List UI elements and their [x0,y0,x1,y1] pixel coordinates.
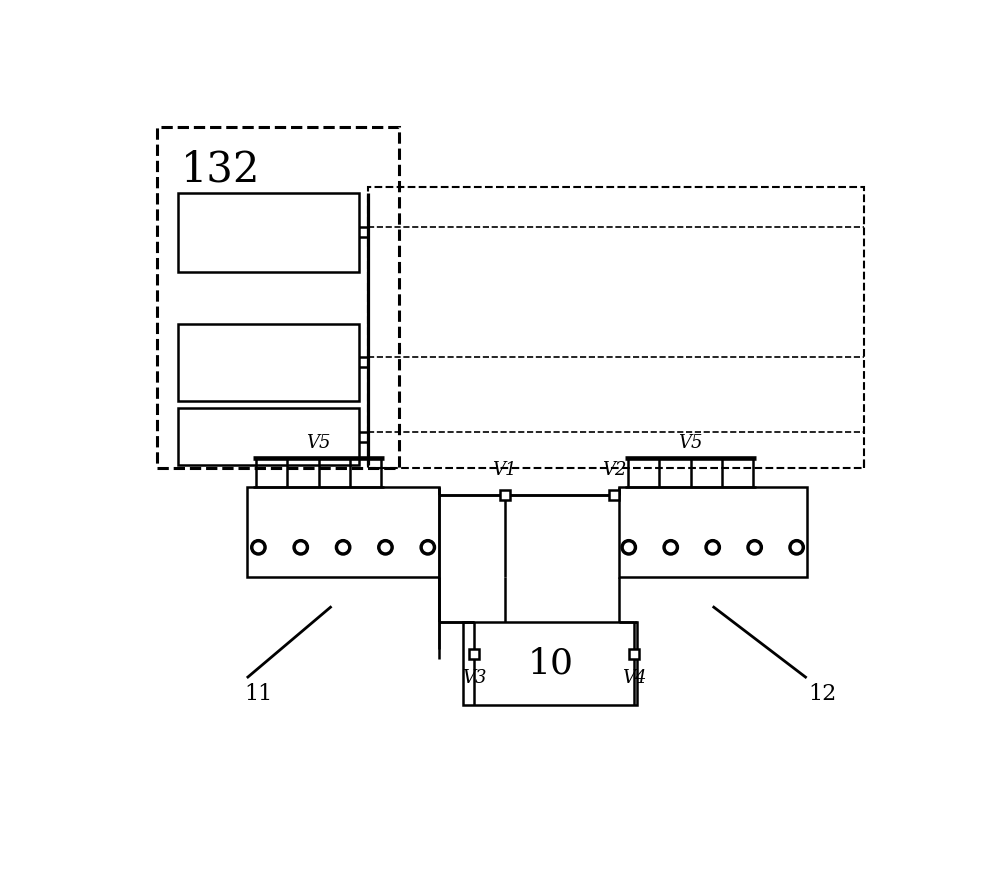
Bar [247,487,439,577]
Text: 12: 12 [808,683,836,706]
Circle shape [708,543,717,552]
Circle shape [705,540,720,555]
Circle shape [663,540,678,555]
Circle shape [254,543,263,552]
Circle shape [335,540,351,555]
Circle shape [747,540,762,555]
Text: V4: V4 [622,669,646,687]
Bar [368,188,864,468]
Bar [500,489,510,500]
Circle shape [750,543,759,552]
Text: V5: V5 [306,434,331,452]
Text: 11: 11 [245,683,273,706]
Circle shape [625,543,633,552]
Bar [469,649,479,659]
Text: V2: V2 [602,461,626,480]
Bar [178,193,358,272]
Circle shape [621,540,636,555]
Circle shape [297,543,305,552]
Text: 132: 132 [181,149,261,191]
Bar [463,621,637,705]
Circle shape [424,543,432,552]
Bar [619,487,807,577]
Circle shape [792,543,801,552]
Text: V3: V3 [462,669,486,687]
Text: V1: V1 [493,461,517,480]
Text: 10: 10 [527,647,573,680]
Circle shape [378,540,393,555]
Bar [609,489,619,500]
Circle shape [420,540,436,555]
Circle shape [293,540,308,555]
Text: V5: V5 [678,434,703,452]
Bar [629,649,639,659]
Circle shape [251,540,266,555]
Circle shape [339,543,347,552]
Circle shape [789,540,804,555]
Circle shape [666,543,675,552]
Bar [157,128,399,468]
Circle shape [381,543,390,552]
Bar [178,324,358,401]
Bar [178,408,358,465]
